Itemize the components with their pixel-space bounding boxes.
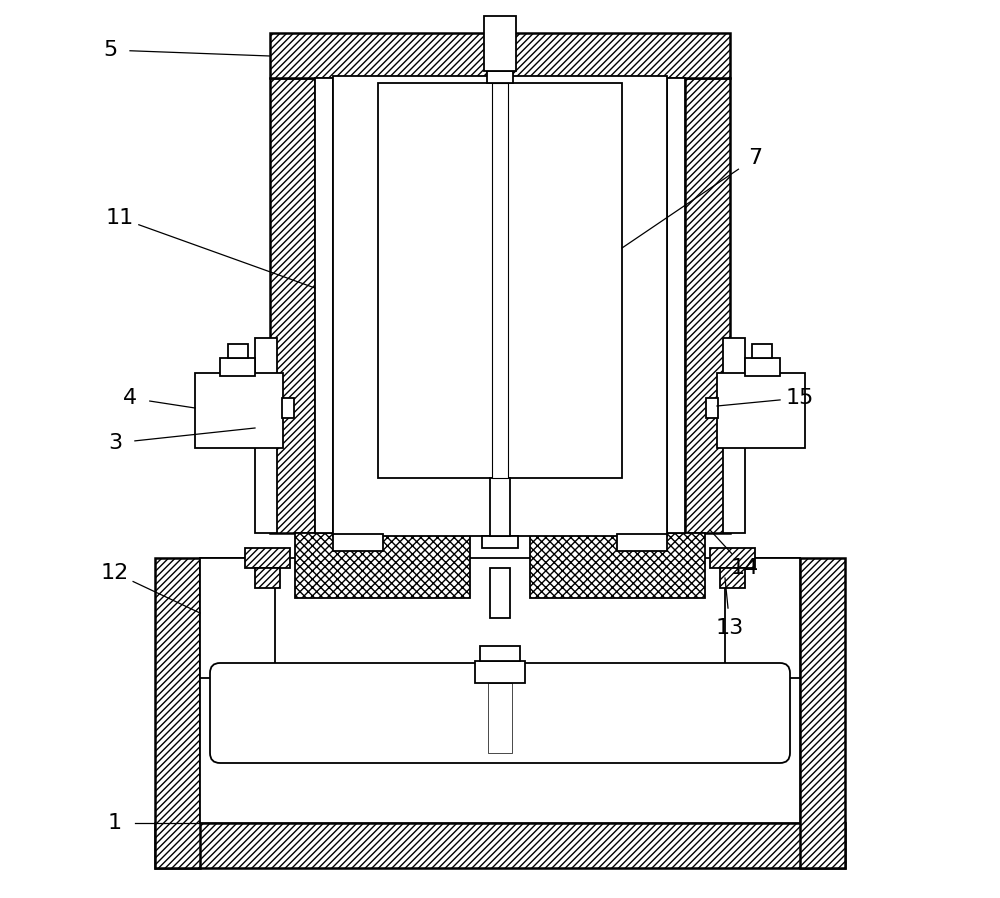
Bar [155,823,845,868]
Bar [315,78,333,533]
Bar [480,646,520,661]
Bar [488,683,512,753]
Bar [228,344,248,358]
Bar [487,71,513,83]
Bar [220,358,255,376]
Text: 14: 14 [731,558,759,578]
Bar [752,344,772,358]
Bar [745,358,780,376]
Text: 7: 7 [748,148,762,168]
Bar [720,568,745,588]
FancyBboxPatch shape [210,663,790,763]
Bar [270,33,730,78]
Bar [255,568,280,588]
Bar [667,78,685,533]
Bar [490,568,510,618]
Bar [482,536,518,548]
Bar [195,373,283,448]
Bar [282,398,294,418]
Bar [717,373,805,448]
Bar [155,558,200,868]
Bar [475,661,525,683]
Text: 11: 11 [106,208,134,228]
Bar [200,558,275,678]
Bar [333,534,383,551]
Bar [530,533,705,598]
Text: 13: 13 [716,618,744,638]
Text: 1: 1 [108,813,122,833]
Bar [333,76,667,536]
Bar [617,534,667,551]
Bar [685,78,730,533]
Bar [378,83,622,478]
Bar [725,558,800,678]
Text: 3: 3 [108,433,122,453]
Bar [490,478,510,536]
Text: 5: 5 [103,40,117,60]
Bar [492,83,508,478]
Bar [484,16,516,71]
Bar [706,398,718,418]
Bar [723,338,745,533]
Bar [270,78,315,533]
Bar [710,548,755,568]
Bar [245,548,290,568]
Bar [255,338,277,533]
Bar [200,558,800,823]
Bar [295,533,470,598]
Bar [800,558,845,868]
Text: 15: 15 [786,388,814,408]
Text: 4: 4 [123,388,137,408]
Text: 12: 12 [101,563,129,583]
